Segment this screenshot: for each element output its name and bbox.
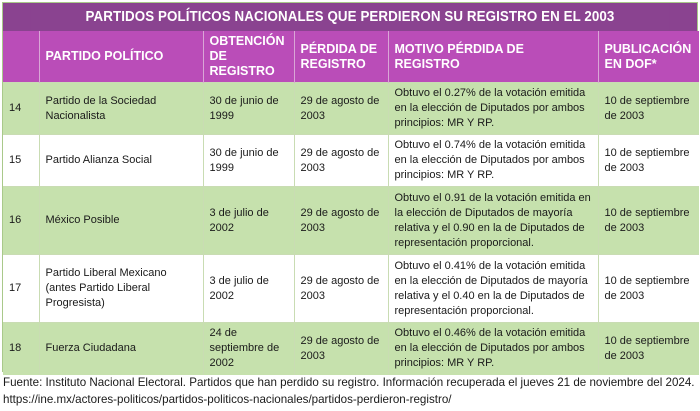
published-date: 10 de septiembre de 2003 (597, 134, 699, 187)
party-name: Partido Liberal Mexicano (antes Partido … (38, 254, 203, 323)
table-header: PARTIDO POLÍTICO OBTENCIÓN DE REGISTRO P… (3, 31, 699, 83)
header-number (3, 31, 39, 83)
row-number: 17 (3, 254, 39, 323)
obtained-date: 30 de junio de 1999 (202, 134, 294, 187)
loss-reason: Obtuvo el 0.46% de la votación emitida e… (387, 322, 598, 375)
loss-reason: Obtuvo el 0.41% de la votación emitida e… (387, 254, 598, 323)
lost-date: 29 de agosto de 2003 (293, 254, 388, 323)
title-bar: PARTIDOS POLÍTICOS NACIONALES QUE PERDIE… (3, 3, 697, 31)
source-url[interactable]: https://ine.mx/actores-politicos/partido… (3, 393, 452, 406)
published-date: 10 de septiembre de 2003 (597, 186, 699, 255)
party-name: Partido Alianza Social (38, 134, 203, 187)
obtained-date: 3 de julio de 2002 (202, 254, 294, 323)
lost-date: 29 de agosto de 2003 (293, 134, 388, 187)
header-obtained: OBTENCIÓN DE REGISTRO (202, 31, 294, 83)
source-citation: Fuente: Instituto Nacional Electoral. Pa… (3, 376, 695, 389)
row-number: 16 (3, 186, 39, 255)
table-row: 17 Partido Liberal Mexicano (antes Parti… (3, 254, 699, 323)
published-date: 10 de septiembre de 2003 (597, 254, 699, 323)
source-footer: Fuente: Instituto Nacional Electoral. Pa… (3, 374, 697, 408)
header-lost: PÉRDIDA DE REGISTRO (293, 31, 388, 83)
party-name: Fuerza Ciudadana (38, 322, 203, 375)
party-name: Partido de la Sociedad Nacionalista (38, 82, 203, 135)
published-date: 10 de septiembre de 2003 (597, 82, 699, 135)
party-name: México Posible (38, 186, 203, 255)
published-date: 10 de septiembre de 2003 (597, 322, 699, 375)
loss-reason: Obtuvo el 0.91 de la votación emitida en… (387, 186, 598, 255)
obtained-date: 3 de julio de 2002 (202, 186, 294, 255)
table-body: 14 Partido de la Sociedad Nacionalista 3… (3, 82, 699, 375)
table-card: PARTIDOS POLÍTICOS NACIONALES QUE PERDIE… (2, 2, 699, 375)
row-number: 18 (3, 322, 39, 375)
table-row: 15 Partido Alianza Social 30 de junio de… (3, 134, 699, 187)
row-number: 15 (3, 134, 39, 187)
parties-table: PARTIDO POLÍTICO OBTENCIÓN DE REGISTRO P… (3, 31, 699, 375)
table-row: 16 México Posible 3 de julio de 2002 29 … (3, 186, 699, 255)
table-title: PARTIDOS POLÍTICOS NACIONALES QUE PERDIE… (30, 3, 670, 31)
header-row: PARTIDO POLÍTICO OBTENCIÓN DE REGISTRO P… (3, 31, 699, 83)
lost-date: 29 de agosto de 2003 (293, 82, 388, 135)
row-number: 14 (3, 82, 39, 135)
lost-date: 29 de agosto de 2003 (293, 186, 388, 255)
table-row: 14 Partido de la Sociedad Nacionalista 3… (3, 82, 699, 135)
obtained-date: 24 de septiembre de 2002 (202, 322, 294, 375)
loss-reason: Obtuvo el 0.74% de la votación emitida e… (387, 134, 598, 187)
table-row: 18 Fuerza Ciudadana 24 de septiembre de … (3, 322, 699, 375)
loss-reason: Obtuvo el 0.27% de la votación emitida e… (387, 82, 598, 135)
obtained-date: 30 de junio de 1999 (202, 82, 294, 135)
header-reason: MOTIVO PÉRDIDA DE REGISTRO (387, 31, 598, 83)
lost-date: 29 de agosto de 2003 (293, 322, 388, 375)
header-party: PARTIDO POLÍTICO (38, 31, 203, 83)
header-published: PUBLICACIÓN EN DOF* (597, 31, 699, 83)
